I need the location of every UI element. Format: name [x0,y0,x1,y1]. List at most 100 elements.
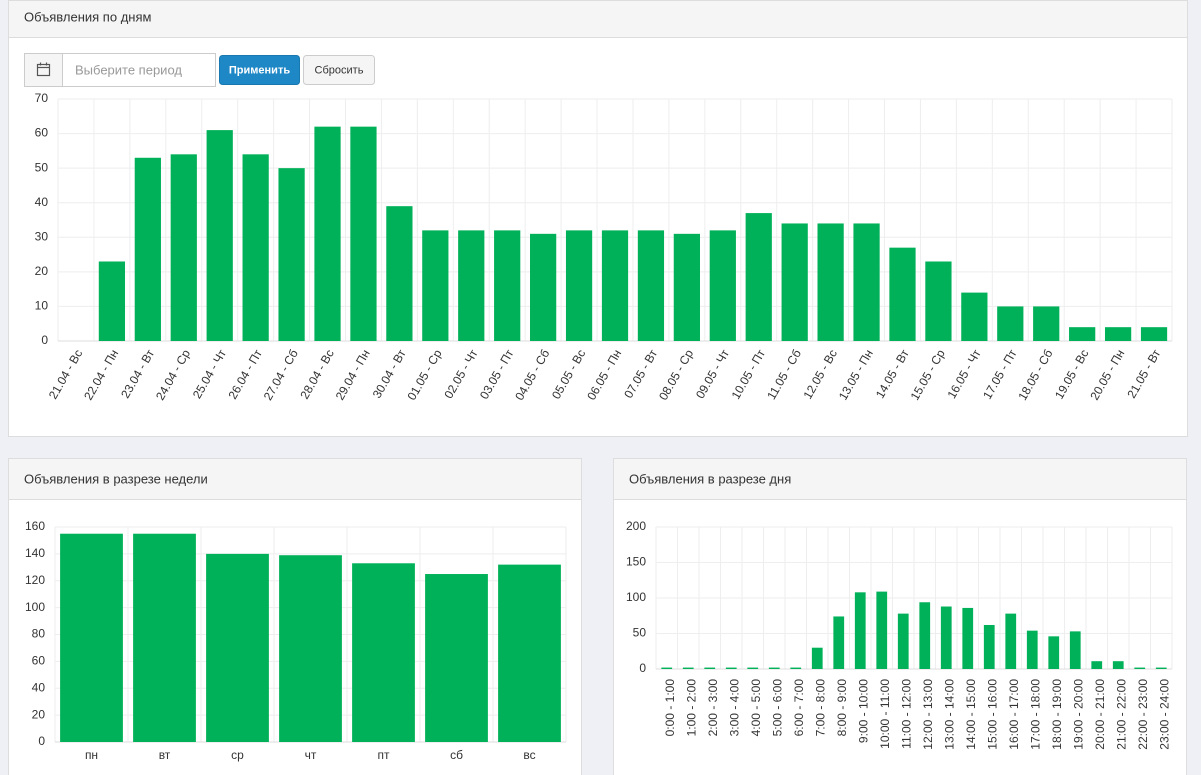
bar [1140,327,1168,341]
bar [747,667,759,669]
bar [60,533,123,742]
calendar-addon [24,53,63,87]
y-tick-label: 0 [639,661,646,675]
y-tick-label: 200 [626,519,646,533]
bar [170,154,197,341]
y-tick-label: 140 [25,546,45,560]
x-tick-label: вт [159,748,171,762]
x-tick-label: 16:00 - 17:00 [1007,679,1021,750]
bar [997,306,1024,341]
y-tick-label: 0 [41,333,48,347]
y-tick-label: 40 [35,195,49,209]
bar [817,223,844,341]
bar [1091,661,1103,669]
bar [962,607,974,669]
y-tick-label: 10 [35,299,49,313]
y-tick-label: 60 [32,654,46,668]
date-placeholder: Выберите период [75,62,182,77]
bar [206,130,233,341]
bar [350,126,377,342]
x-tick-label: 0:00 - 1:00 [663,679,677,737]
x-tick-label: 3:00 - 4:00 [727,679,741,737]
bar [1155,667,1167,669]
y-tick-label: 60 [35,126,49,140]
bar [1005,613,1017,669]
y-tick-label: 20 [32,707,46,721]
bar [889,247,916,341]
y-tick-label: 160 [25,519,45,533]
x-tick-label: 17:00 - 18:00 [1028,679,1042,750]
bar [352,563,415,742]
x-tick-label: 13:00 - 14:00 [942,679,956,750]
reset-button[interactable] [303,55,375,85]
panel-header [613,458,1187,500]
x-tick-label: 1:00 - 2:00 [684,679,698,737]
x-tick-label: 20:00 - 21:00 [1093,679,1107,750]
bar [278,168,305,341]
y-tick-label: 20 [35,264,49,278]
y-tick-label: 50 [633,626,647,640]
y-tick-label: 40 [32,680,46,694]
bar [1069,327,1096,341]
bar [458,230,485,341]
calendar-icon [36,62,51,77]
x-tick-label: 5:00 - 6:00 [770,679,784,737]
x-tick-label: 2:00 - 3:00 [706,679,720,737]
bar [833,616,845,669]
bar [565,230,593,341]
bar [745,213,772,341]
x-tick-label: 22:00 - 23:00 [1136,679,1150,750]
bar [673,233,700,341]
panel-title: Объявления по дням [24,9,151,24]
bar [854,592,866,669]
bar [961,292,988,341]
panel-title: Объявления в разрезе недели [24,471,208,486]
reset-label: Сбросить [315,64,364,76]
bar [876,591,888,669]
x-tick-label: сб [450,748,463,762]
bar [790,667,802,669]
x-tick-label: 21:00 - 22:00 [1114,679,1128,750]
bar [601,230,629,341]
y-tick-label: 80 [32,627,46,641]
x-tick-label: 23:00 - 24:00 [1157,679,1171,750]
apply-label: Применить [229,64,290,76]
x-tick-label: 8:00 - 9:00 [835,679,849,737]
x-tick-label: 12:00 - 13:00 [921,679,935,750]
bar [853,223,880,341]
x-tick-label: 15:00 - 16:00 [985,679,999,750]
x-tick-label: пн [85,748,98,762]
x-tick-label: 14:00 - 15:00 [964,679,978,750]
apply-button[interactable] [219,55,300,85]
bar [498,564,561,742]
bar [1112,661,1124,669]
bar [983,624,995,669]
bar [637,230,665,341]
bar [314,126,341,342]
bar [1048,636,1060,669]
bar [422,230,449,341]
bar [1033,306,1060,341]
panel-header [8,0,1188,38]
x-tick-label: пт [378,748,390,762]
bar [709,230,736,341]
bar [925,261,952,341]
y-tick-label: 0 [38,734,45,748]
panel-title: Объявления в разрезе дня [629,471,791,486]
bar [1104,327,1132,341]
bar [425,574,488,742]
panel-header [8,458,582,500]
bar [279,555,342,742]
bar [242,154,269,341]
y-tick-label: 100 [25,600,45,614]
x-tick-label: ср [231,748,244,762]
bar [811,647,823,669]
bar [530,233,557,341]
bar [494,230,521,341]
y-tick-label: 30 [35,229,49,243]
x-tick-label: 10:00 - 11:00 [878,679,892,749]
y-tick-label: 50 [35,160,49,174]
x-tick-label: 4:00 - 5:00 [749,679,763,737]
